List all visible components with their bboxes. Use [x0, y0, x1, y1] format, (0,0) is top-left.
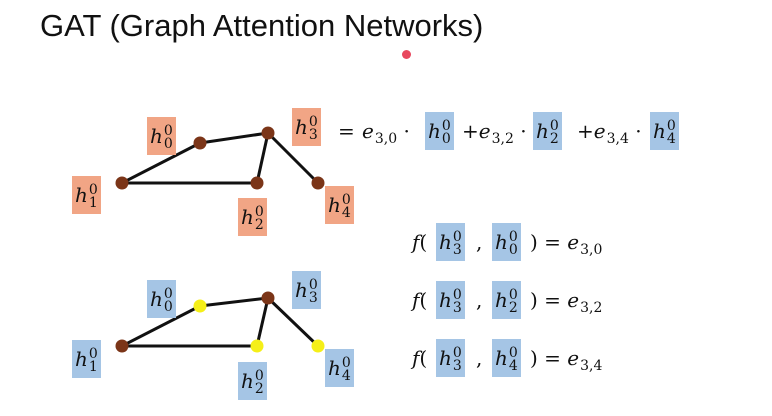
- attention-fn-0: f(: [412, 230, 428, 254]
- bottom-node-3: [261, 291, 275, 305]
- top-node-0: [193, 136, 207, 150]
- top-node-4: [311, 176, 325, 190]
- bottom-edge-3-4: [266, 296, 320, 348]
- attention-fn-2: f(: [412, 346, 428, 370]
- pointer-dot: [402, 50, 411, 59]
- top-edge-1-0: [121, 141, 201, 185]
- top-edge-2-3: [255, 132, 270, 184]
- attention-result-0: ) = e 3,0: [530, 230, 603, 258]
- attention-result-1: ) = e 3,2: [530, 288, 603, 316]
- slide-title: GAT (Graph Attention Networks): [40, 8, 484, 43]
- bottom-node-4: [311, 339, 325, 353]
- top-edge-3-4: [266, 131, 320, 185]
- attention-fn-1: f(: [412, 288, 428, 312]
- bottom-edge-1-0: [121, 304, 201, 348]
- attention-result-2: ) = e 3,4: [530, 346, 603, 374]
- equation-coef-2: +e 3,2 ·: [462, 119, 527, 147]
- top-node-3: [261, 126, 275, 140]
- top-node-2: [250, 176, 264, 190]
- attention-comma-2: ,: [476, 346, 483, 370]
- top-edge-0-3: [199, 131, 269, 145]
- bottom-node-0: [193, 299, 207, 313]
- equation-coef-0: e 3,0 ·: [362, 119, 410, 147]
- top-node-1: [115, 176, 129, 190]
- attention-comma-0: ,: [476, 230, 483, 254]
- bottom-node-1: [115, 339, 129, 353]
- bottom-edge-0-3: [199, 296, 269, 308]
- bottom-node-2: [250, 339, 264, 353]
- bottom-edge-2-3: [255, 297, 270, 347]
- equation-eq-sign: =: [338, 119, 355, 143]
- attention-comma-1: ,: [476, 288, 483, 312]
- equation-coef-4: +e 3,4 ·: [577, 119, 642, 147]
